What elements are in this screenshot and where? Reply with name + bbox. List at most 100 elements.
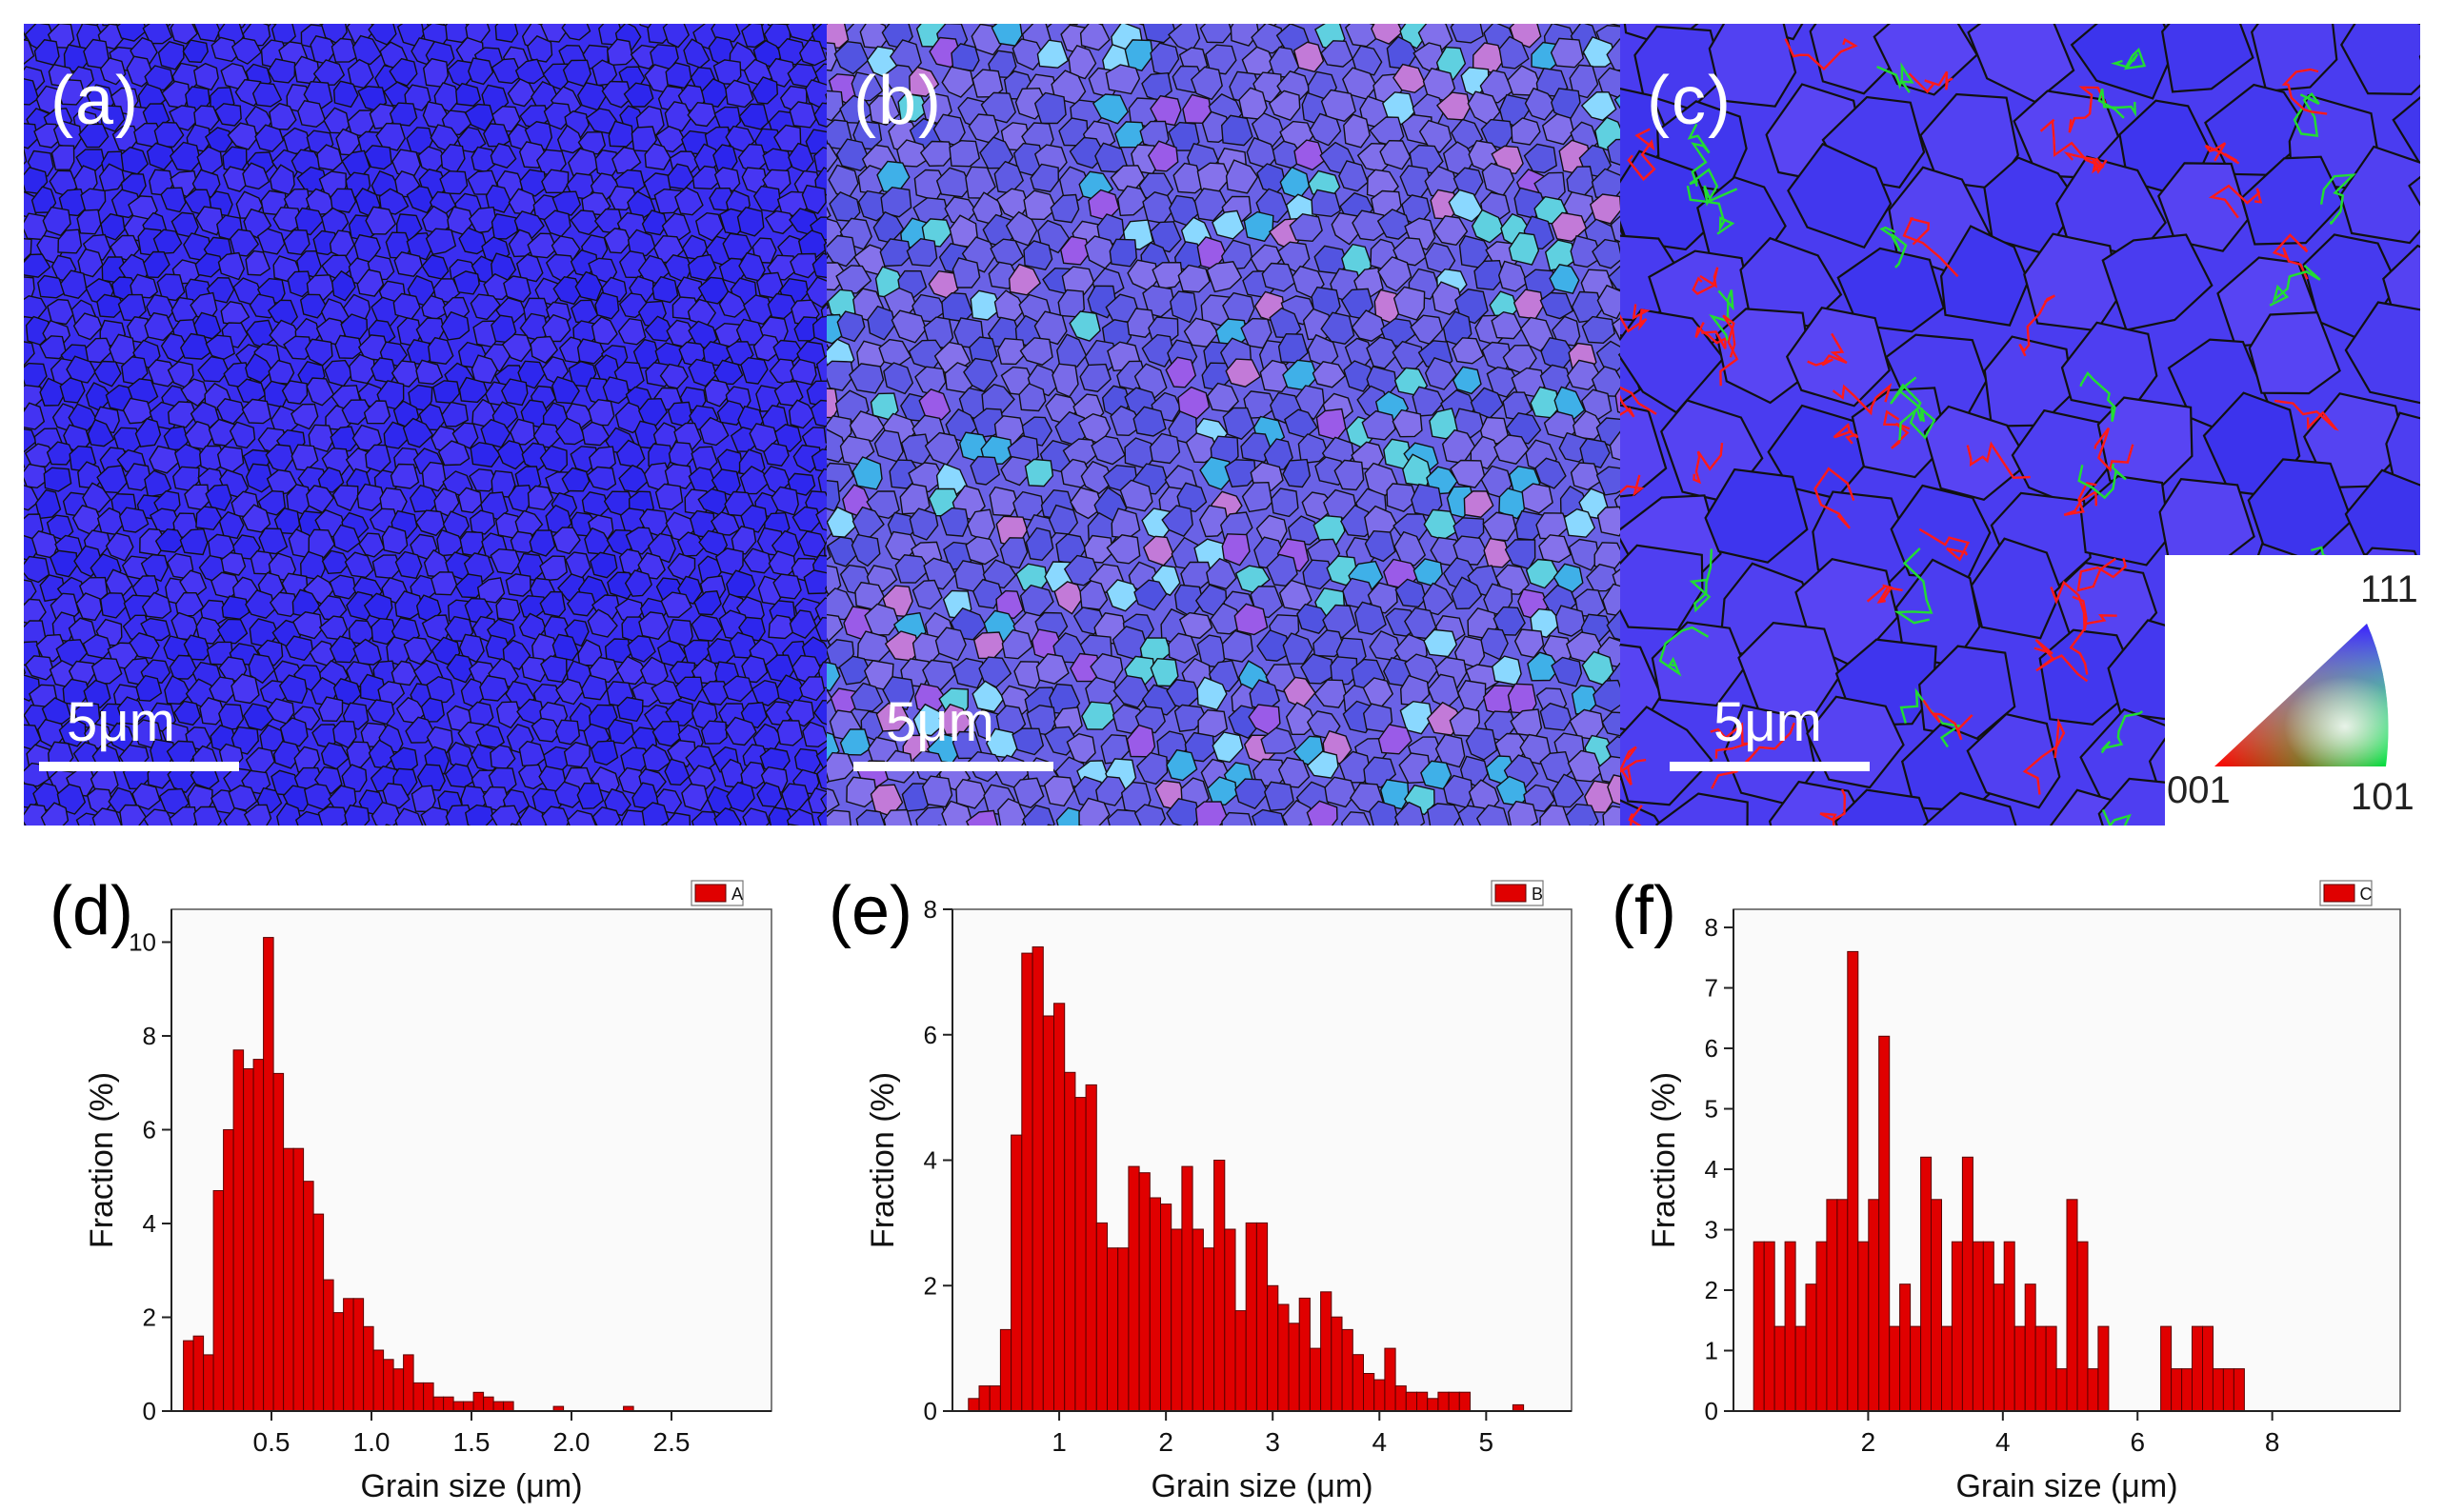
histogram-bar	[423, 1382, 434, 1412]
histogram-bar	[452, 1401, 465, 1412]
grain	[618, 464, 651, 493]
histogram-bar	[1931, 1199, 1942, 1412]
grain	[543, 102, 572, 130]
y-tick-label: 0	[924, 1397, 937, 1425]
grain	[479, 675, 510, 702]
grain	[697, 276, 730, 305]
grain	[1012, 777, 1045, 808]
grain	[978, 656, 1012, 688]
grain	[317, 467, 345, 493]
grain	[627, 229, 656, 257]
grain	[637, 551, 666, 580]
grain	[378, 188, 410, 215]
grain	[381, 525, 409, 555]
grain	[859, 24, 889, 50]
grain	[1614, 387, 1620, 413]
grain	[394, 590, 424, 620]
grain	[1178, 611, 1213, 639]
grain	[406, 185, 435, 214]
grain	[1263, 438, 1293, 471]
histogram-bar	[1773, 1325, 1786, 1412]
grain	[46, 441, 75, 466]
grain	[1296, 603, 1331, 635]
grain	[1352, 45, 1383, 76]
grain	[1432, 281, 1464, 316]
grain	[142, 24, 173, 45]
grain	[752, 333, 783, 362]
grain	[495, 597, 521, 622]
x-axis-label: Grain size (μm)	[360, 1468, 582, 1504]
grain	[1471, 209, 1505, 244]
grain	[1538, 534, 1572, 564]
grain	[939, 507, 970, 537]
grain	[1551, 211, 1588, 243]
legend-label: B	[1532, 885, 1543, 904]
grain	[403, 636, 432, 666]
y-tick-label: 7	[1705, 974, 1718, 1003]
grain	[827, 360, 855, 391]
grain	[1607, 774, 1620, 806]
grain	[330, 188, 357, 213]
grain	[245, 352, 273, 384]
ebsd-map-a: (a) 5μm	[24, 24, 827, 826]
grain	[1427, 803, 1462, 826]
histogram-bar	[1363, 1373, 1375, 1412]
grain	[740, 505, 768, 533]
grain	[205, 484, 232, 511]
histogram-bar	[1405, 1391, 1417, 1412]
grain	[1554, 605, 1587, 637]
grain	[278, 674, 308, 705]
histogram-bar	[463, 1401, 474, 1412]
grain	[444, 763, 475, 788]
grain	[982, 559, 1017, 589]
histogram-bar	[1427, 1398, 1439, 1412]
grain	[134, 417, 162, 448]
grain	[223, 806, 252, 826]
grain	[896, 139, 930, 168]
grain	[767, 292, 798, 320]
grain	[827, 687, 833, 705]
boundary-line	[2022, 717, 2066, 795]
grain	[1563, 507, 1596, 538]
grain	[1095, 775, 1128, 806]
y-tick-label: 4	[143, 1209, 156, 1238]
histogram-bar	[252, 1059, 265, 1412]
grain	[421, 461, 447, 492]
grain	[1422, 582, 1454, 616]
panel-label-f: (f)	[1612, 873, 1676, 949]
grain	[100, 212, 126, 241]
histogram-bar	[978, 1385, 991, 1412]
grain	[617, 317, 647, 346]
grain	[1106, 534, 1141, 565]
grain	[346, 590, 373, 621]
grain	[791, 506, 822, 533]
grain	[242, 162, 270, 190]
grain	[2392, 95, 2420, 165]
boundary-line	[2319, 173, 2356, 225]
grain	[1492, 606, 1526, 636]
grain	[911, 579, 943, 610]
grain	[283, 335, 313, 360]
grain	[1708, 24, 1797, 108]
grain	[308, 424, 334, 453]
grain	[1361, 409, 1396, 441]
histogram-bar	[272, 1072, 285, 1412]
grain	[1141, 333, 1174, 368]
histogram-bar	[1763, 1241, 1775, 1412]
grain	[1539, 702, 1573, 731]
boundary-line	[1922, 699, 1973, 741]
grain	[919, 140, 953, 168]
grain	[897, 92, 929, 123]
grain	[332, 80, 359, 109]
grain	[811, 315, 827, 344]
histogram-bar	[1074, 1097, 1087, 1412]
grain	[50, 145, 75, 170]
grain	[1225, 159, 1259, 194]
panel-label-d: (d)	[50, 873, 133, 949]
histogram-bar	[1128, 1165, 1140, 1412]
grain	[1165, 356, 1197, 388]
grain	[1448, 189, 1484, 223]
boundary-line	[1694, 322, 1727, 349]
histogram-bar	[1437, 1391, 1450, 1412]
boundary-line	[1833, 422, 1859, 445]
